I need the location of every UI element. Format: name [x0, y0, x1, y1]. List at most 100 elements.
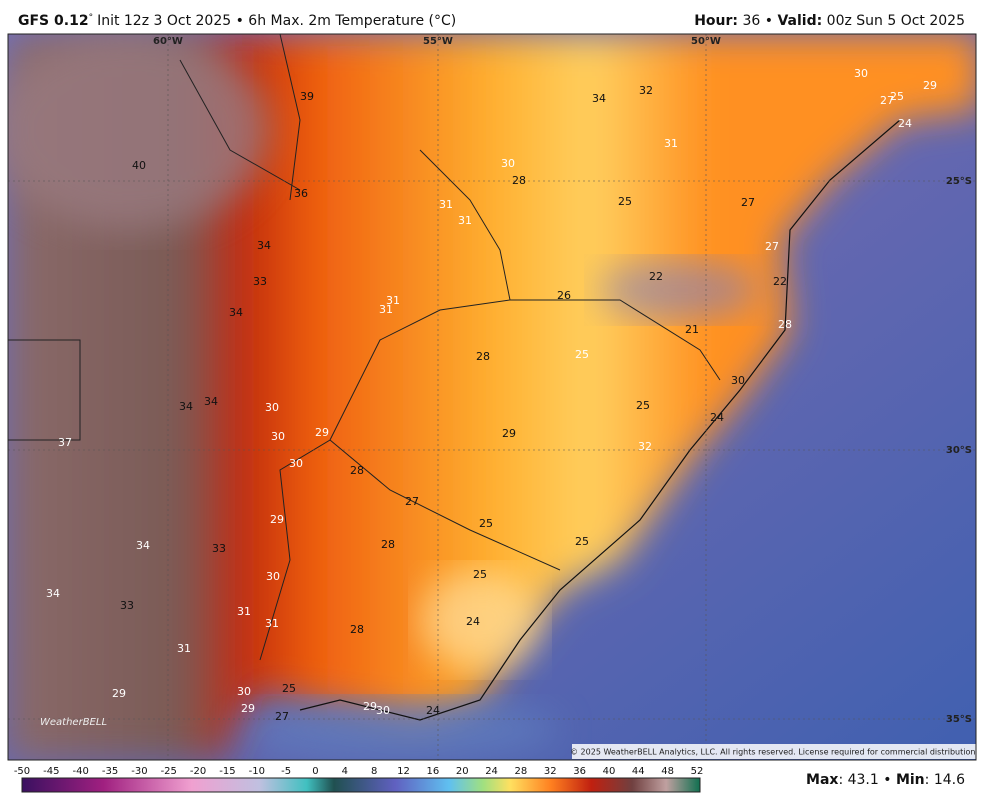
colorbar-tick-label: 28	[515, 766, 528, 777]
colorbar-tick-label: 44	[632, 766, 645, 777]
temp-label: 29	[363, 700, 377, 713]
temp-label: 30	[237, 685, 251, 698]
temp-label: 30	[289, 457, 303, 470]
temp-label: 25	[575, 535, 589, 548]
temp-label: 25	[575, 348, 589, 361]
temp-label: 31	[386, 294, 400, 307]
temp-label: 29	[502, 427, 516, 440]
temp-label: 27	[275, 710, 289, 723]
temp-label: 31	[379, 303, 393, 316]
colorbar-tick-label: -5	[281, 766, 291, 777]
colorbar-tick-label: 20	[456, 766, 469, 777]
lon-label: 55°W	[423, 36, 453, 47]
temp-label: 29	[923, 79, 937, 92]
lat-label: 25°S	[946, 176, 972, 187]
temp-label: 29	[112, 687, 126, 700]
colorbar-tick-label: 4	[342, 766, 348, 777]
temp-label: 31	[439, 198, 453, 211]
temp-label: 37	[58, 436, 72, 449]
colorbar-tick-label: -20	[190, 766, 206, 777]
colorbar-tick-label: -25	[161, 766, 177, 777]
temp-label: 24	[898, 117, 912, 130]
temp-label: 25	[282, 682, 296, 695]
temp-label: 27	[765, 240, 779, 253]
temp-label: 34	[136, 539, 150, 552]
temp-label: 29	[241, 702, 255, 715]
colorbar-tick-label: 12	[397, 766, 410, 777]
temp-label: 34	[46, 587, 60, 600]
temp-label: 30	[854, 67, 868, 80]
colorbar-ticks: -50 -45 -40 -35 -30 -25 -20 -15 -10 -5 0 4 8 12 16 20 24…	[14, 766, 704, 777]
temp-label: 30	[501, 157, 515, 170]
temp-label: 32	[638, 440, 652, 453]
temp-label: 25	[479, 517, 493, 530]
temp-label: 34	[257, 239, 271, 252]
header: GFS 0.12° Init 12z 3 Oct 2025 • 6h Max. 2…	[18, 13, 965, 30]
temp-label: 30	[271, 430, 285, 443]
temp-label: 26	[557, 289, 571, 302]
stats: Max: 43.1 • Min: 14.6	[806, 772, 965, 788]
colorbar-tick-label: 0	[312, 766, 318, 777]
colorbar-tick-label: 24	[485, 766, 498, 777]
temp-label: 34	[229, 306, 243, 319]
temp-label: 28	[381, 538, 395, 551]
colorbar-tick-label: 8	[371, 766, 377, 777]
copyright: © 2025 WeatherBELL Analytics, LLC. All r…	[570, 748, 978, 757]
colorbar-tick-label: -35	[102, 766, 118, 777]
temp-label: 36	[294, 187, 308, 200]
temp-label: 27	[405, 495, 419, 508]
lat-label: 30°S	[946, 445, 972, 456]
colorbar-tick-label: -45	[43, 766, 59, 777]
logo: WeatherBELL	[40, 717, 107, 728]
temp-label: 25	[636, 399, 650, 412]
temp-label: 31	[458, 214, 472, 227]
colorbar-tick-label: 48	[661, 766, 674, 777]
temp-label: 34	[592, 92, 606, 105]
temp-label: 30	[266, 570, 280, 583]
temp-label: 22	[773, 275, 787, 288]
temp-label: 30	[376, 704, 390, 717]
colorbar-tick-label: 52	[691, 766, 704, 777]
temp-label: 25	[473, 568, 487, 581]
colorbar-tick-label: -10	[249, 766, 265, 777]
lon-label: 50°W	[691, 36, 721, 47]
temp-label: 28	[350, 464, 364, 477]
temp-label: 31	[177, 642, 191, 655]
title: GFS 0.12° Init 12z 3 Oct 2025 • 6h Max. 2…	[18, 13, 456, 30]
temp-label: 21	[685, 323, 699, 336]
temp-label: 29	[315, 426, 329, 439]
map: 60°W 55°W 50°W 25°S 30°S 35°S 39 40 36 34 33 34 34 3…	[8, 34, 978, 760]
colorbar-tick-label: 36	[573, 766, 586, 777]
temp-label: 39	[300, 90, 314, 103]
temp-label: 25	[618, 195, 632, 208]
colorbar-tick-label: -40	[73, 766, 89, 777]
colorbar	[21, 777, 701, 793]
temp-label: 28	[778, 318, 792, 331]
temp-label: 34	[204, 395, 218, 408]
temp-label: 27	[880, 94, 894, 107]
temp-label: 28	[476, 350, 490, 363]
temp-label: 24	[426, 704, 440, 717]
colorbar-tick-label: 40	[603, 766, 616, 777]
temp-label: 34	[179, 400, 193, 413]
temp-label: 29	[270, 513, 284, 526]
temp-label: 28	[512, 174, 526, 187]
valid-time: Hour: 36 • Valid: 00z Sun 5 Oct 2025	[694, 13, 965, 29]
colorbar-tick-label: -15	[219, 766, 235, 777]
temp-label: 33	[253, 275, 267, 288]
temp-label: 32	[639, 84, 653, 97]
temp-label: 28	[350, 623, 364, 636]
temp-label: 22	[649, 270, 663, 283]
colorbar-tick-label: 32	[544, 766, 557, 777]
temp-label: 27	[741, 196, 755, 209]
lon-label: 60°W	[153, 36, 183, 47]
colorbar-tick-label: -50	[14, 766, 30, 777]
lat-label: 35°S	[946, 714, 972, 725]
colorbar-tick-label: 16	[427, 766, 440, 777]
temp-label: 31	[265, 617, 279, 630]
temp-label: 30	[265, 401, 279, 414]
temp-label: 24	[466, 615, 480, 628]
temp-label: 31	[237, 605, 251, 618]
